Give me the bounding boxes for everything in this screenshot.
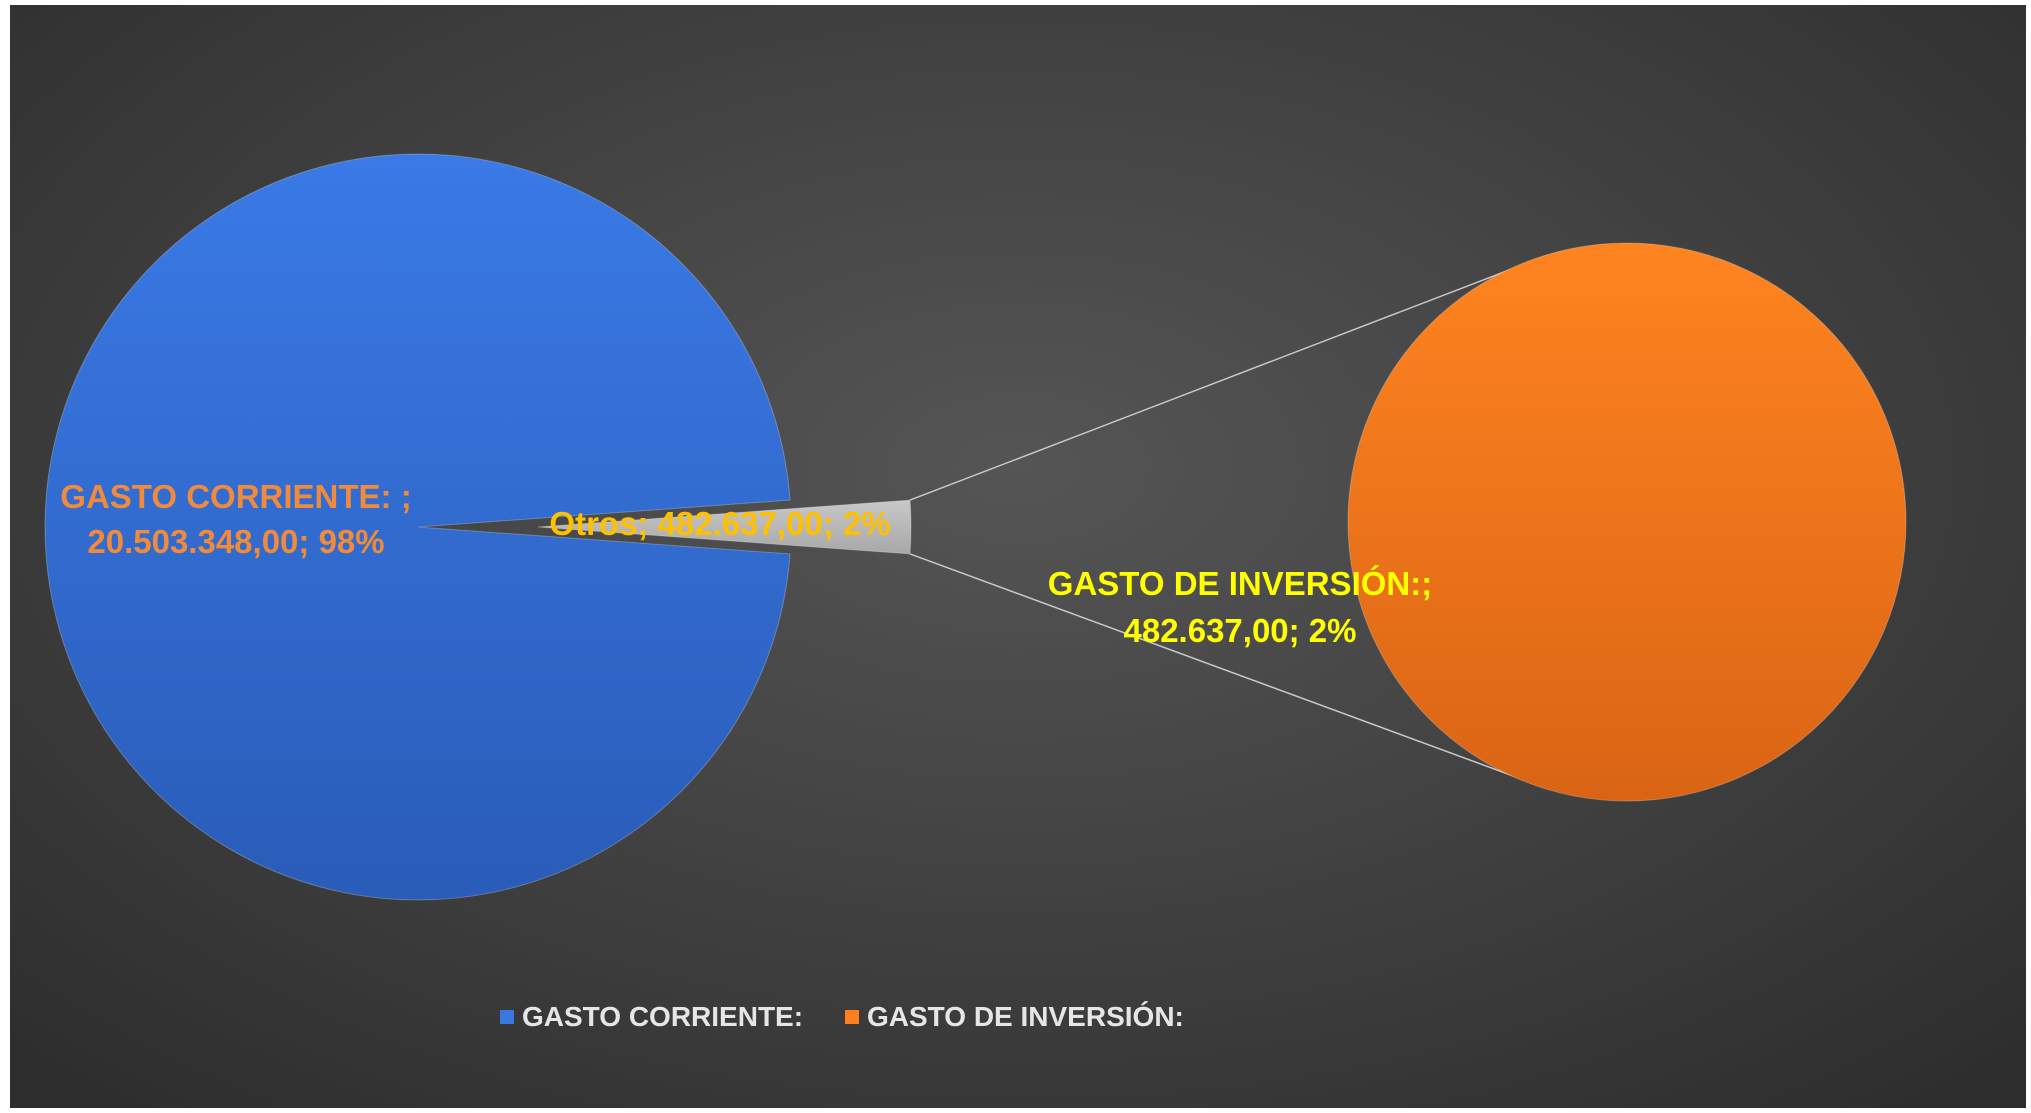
legend-item-gasto-inversion: GASTO DE INVERSIÓN: <box>845 1001 1184 1033</box>
pie-of-pie-chart: GASTO CORRIENTE: ; 20.503.348,00; 98% Ot… <box>44 153 1907 901</box>
data-label-gasto-inversion-line1: GASTO DE INVERSIÓN:; <box>1048 565 1432 602</box>
slice-otros <box>537 499 912 555</box>
legend-label-gasto-inversion: GASTO DE INVERSIÓN: <box>867 1001 1184 1032</box>
legend-swatch-orange <box>845 1010 859 1024</box>
slice-gasto-inversion <box>1347 242 1907 802</box>
legend-label-gasto-corriente: GASTO CORRIENTE: <box>522 1001 804 1032</box>
data-label-otros: Otros; 482.637,00; 2% <box>549 505 890 542</box>
secondary-pie <box>1347 242 1907 802</box>
connector-lines <box>909 256 1544 788</box>
main-pie <box>44 153 912 901</box>
connector-line-top <box>909 256 1544 501</box>
slice-gasto-corriente <box>44 153 791 901</box>
legend-swatch-blue <box>500 1010 514 1024</box>
data-labels: GASTO CORRIENTE: ; 20.503.348,00; 98% Ot… <box>60 478 1432 649</box>
chart-area: GASTO CORRIENTE: ; 20.503.348,00; 98% Ot… <box>10 5 2026 1108</box>
legend-item-gasto-corriente: GASTO CORRIENTE: <box>500 1001 803 1033</box>
data-label-gasto-inversion-line2: 482.637,00; 2% <box>1123 612 1356 649</box>
data-label-gasto-corriente-line2: 20.503.348,00; 98% <box>87 523 384 560</box>
data-label-gasto-corriente-line1: GASTO CORRIENTE: ; <box>60 478 411 515</box>
connector-line-bottom <box>909 553 1544 788</box>
